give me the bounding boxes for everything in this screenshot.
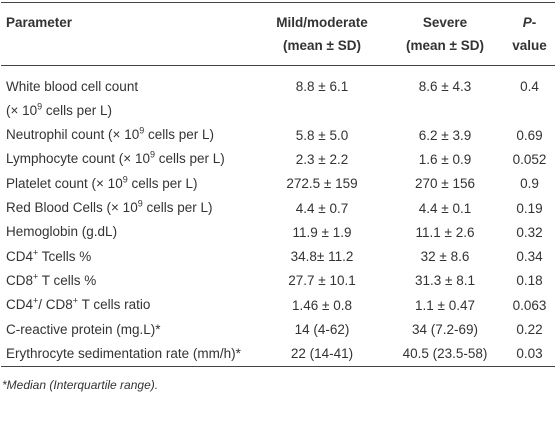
text: / CD8 [38, 297, 73, 313]
superscript: 9 [37, 101, 43, 112]
header-text: (mean ± SD) [406, 38, 484, 53]
superscript: 9 [149, 149, 155, 160]
severe-cell: 11.1 ± 2.6 [415, 224, 475, 240]
mild-cell: 34.8± 11.2 [290, 249, 354, 265]
parameter-cell: Red Blood Cells (× 109 cells per L) [1, 196, 258, 220]
text: cells per L) [142, 200, 213, 216]
text: T cells ratio [78, 297, 151, 313]
text: CD4 [6, 297, 34, 313]
mild-cell: 22 (14-41) [290, 346, 354, 362]
superscript: 9 [122, 174, 128, 185]
text: Neutrophil count (× 10 [6, 127, 140, 143]
superscript: + [72, 295, 79, 306]
mild-cell: 14 (4-62) [294, 322, 350, 338]
superscript: + [33, 247, 39, 258]
text: White blood cell count (× 10 [6, 79, 139, 118]
parameter-cell: CD8+ T cells % [1, 269, 258, 293]
mild-cell: 4.4 ± 0.7 [295, 200, 349, 216]
header-text: -value [512, 15, 547, 53]
header-cell: Parameter [1, 2, 258, 66]
text: cells per L) [144, 127, 215, 143]
parameter-cell: Erythrocyte sedimentation rate (mm/h)* [1, 342, 258, 367]
mild-cell: 11.9 ± 1.9 [292, 224, 352, 240]
mild-cell: 2.3 ± 2.2 [295, 151, 349, 167]
mild-cell: 27.7 ± 10.1 [288, 273, 356, 289]
text: T cells % [38, 272, 97, 288]
severe-cell: 31.3 ± 8.1 [415, 273, 475, 289]
superscript: 9 [139, 125, 145, 136]
mild-cell: 272.5 ± 159 [286, 176, 358, 192]
table-row: Lymphocyte count (× 109 cells per L) 2.3 … [1, 147, 555, 171]
p-cell: 0.69 [516, 127, 543, 143]
header-text: Mild/moderate [276, 15, 368, 30]
p-cell: 0.03 [516, 346, 543, 362]
p-cell: 0.052 [512, 151, 547, 167]
footnote: *Median (Interquartile range). [2, 377, 159, 392]
p-cell: 0.19 [516, 200, 543, 216]
severe-cell: 32 ± 8.6 [420, 249, 470, 265]
header-text: Severe [422, 15, 468, 30]
mild-cell: 8.8 ± 6.1 [295, 79, 349, 94]
header-text: (mean ± SD) [283, 38, 361, 53]
parameter-cell: CD4+/ CD8+ T cells ratio [1, 293, 258, 317]
text: cells per L) [127, 175, 198, 191]
header-text: P [522, 15, 532, 30]
table-row: Hemoglobin (g.dL) 11.9 ± 1.9 11.1 ± 2.6 0.3… [1, 220, 555, 244]
p-cell: 0.4 [520, 79, 539, 94]
table-row: CD4+ Tcells % 34.8± 11.2 32 ± 8.6 0.34 [1, 244, 555, 268]
table-body: White blood cell count (× 109 cells per … [1, 66, 555, 367]
p-cell: 0.18 [516, 273, 543, 289]
parameter-cell: White blood cell count (× 109 cells per … [1, 66, 258, 124]
table-row: CD4+/ CD8+ T cells ratio 1.46 ± 0.8 1.1 ± … [1, 293, 555, 317]
mild-cell: 1.46 ± 0.8 [292, 297, 352, 313]
text: cells per L) [42, 103, 112, 118]
text: Red Blood Cells (× 10 [6, 200, 138, 216]
superscript: + [33, 295, 39, 306]
parameter-cell: C-reactive protein (mg.L)* [1, 317, 258, 341]
text: Hemoglobin (g.dL) [6, 224, 118, 240]
header-row: Parameter Mild/moderate (mean ± SD) Sever… [1, 2, 555, 66]
severe-cell: 270 ± 156 [415, 176, 475, 192]
p-cell: 0.063 [512, 297, 547, 313]
mild-cell: 5.8 ± 5.0 [295, 127, 349, 143]
severe-cell: 6.2 ± 3.9 [418, 127, 472, 143]
table-row: Platelet count (× 109 cells per L) 272.5 … [1, 172, 555, 196]
header-cell: Mild/moderate (mean ± SD) [258, 2, 386, 66]
table-row: Red Blood Cells (× 109 cells per L) 4.4 ±… [1, 196, 555, 220]
severe-cell: 4.4 ± 0.1 [418, 200, 472, 216]
text: Erythrocyte sedimentation rate (mm/h)* [6, 345, 241, 361]
superscript: 9 [137, 198, 143, 209]
severe-cell: 1.6 ± 0.9 [418, 151, 472, 167]
p-cell: 0.34 [516, 249, 543, 265]
severe-cell: 1.1 ± 0.47 [415, 297, 475, 313]
p-cell: 0.32 [516, 224, 543, 240]
parameter-cell: Platelet count (× 109 cells per L) [1, 172, 258, 196]
header-cell: Severe (mean ± SD) [386, 2, 504, 66]
text: Lymphocyte count (× 10 [6, 151, 150, 167]
parameter-cell: CD4+ Tcells % [1, 244, 258, 268]
p-cell: 0.22 [516, 322, 543, 338]
header-cell: P-value [504, 2, 555, 66]
p-cell: 0.9 [520, 176, 539, 192]
text: CD4 [6, 248, 34, 264]
text: CD8 [6, 272, 34, 288]
table-row: Neutrophil count (× 109 cells per L) 5.8 … [1, 123, 555, 147]
text: Tcells % [38, 248, 92, 264]
table-row: CD8+ T cells % 27.7 ± 10.1 31.3 ± 8.1 0.18 [1, 269, 555, 293]
text: Platelet count (× 10 [6, 175, 123, 191]
table-row: C-reactive protein (mg.L)* 14 (4-62) 34 (7… [1, 317, 555, 341]
severe-cell: 8.6 ± 4.3 [418, 79, 472, 94]
parameter-cell: Hemoglobin (g.dL) [1, 220, 258, 244]
superscript: + [33, 271, 39, 282]
parameter-cell: Lymphocyte count (× 109 cells per L) [1, 147, 258, 171]
data-table: Parameter Mild/moderate (mean ± SD) Sever… [1, 2, 555, 367]
table-row: White blood cell count (× 109 cells per … [1, 66, 555, 124]
text: cells per L) [154, 151, 225, 167]
severe-cell: 34 (7.2-69) [411, 322, 479, 338]
text: C-reactive protein (mg.L)* [6, 321, 161, 337]
table-row: Erythrocyte sedimentation rate (mm/h)* 22… [1, 342, 555, 367]
parameter-cell: Neutrophil count (× 109 cells per L) [1, 123, 258, 147]
severe-cell: 40.5 (23.5-58) [402, 346, 488, 362]
